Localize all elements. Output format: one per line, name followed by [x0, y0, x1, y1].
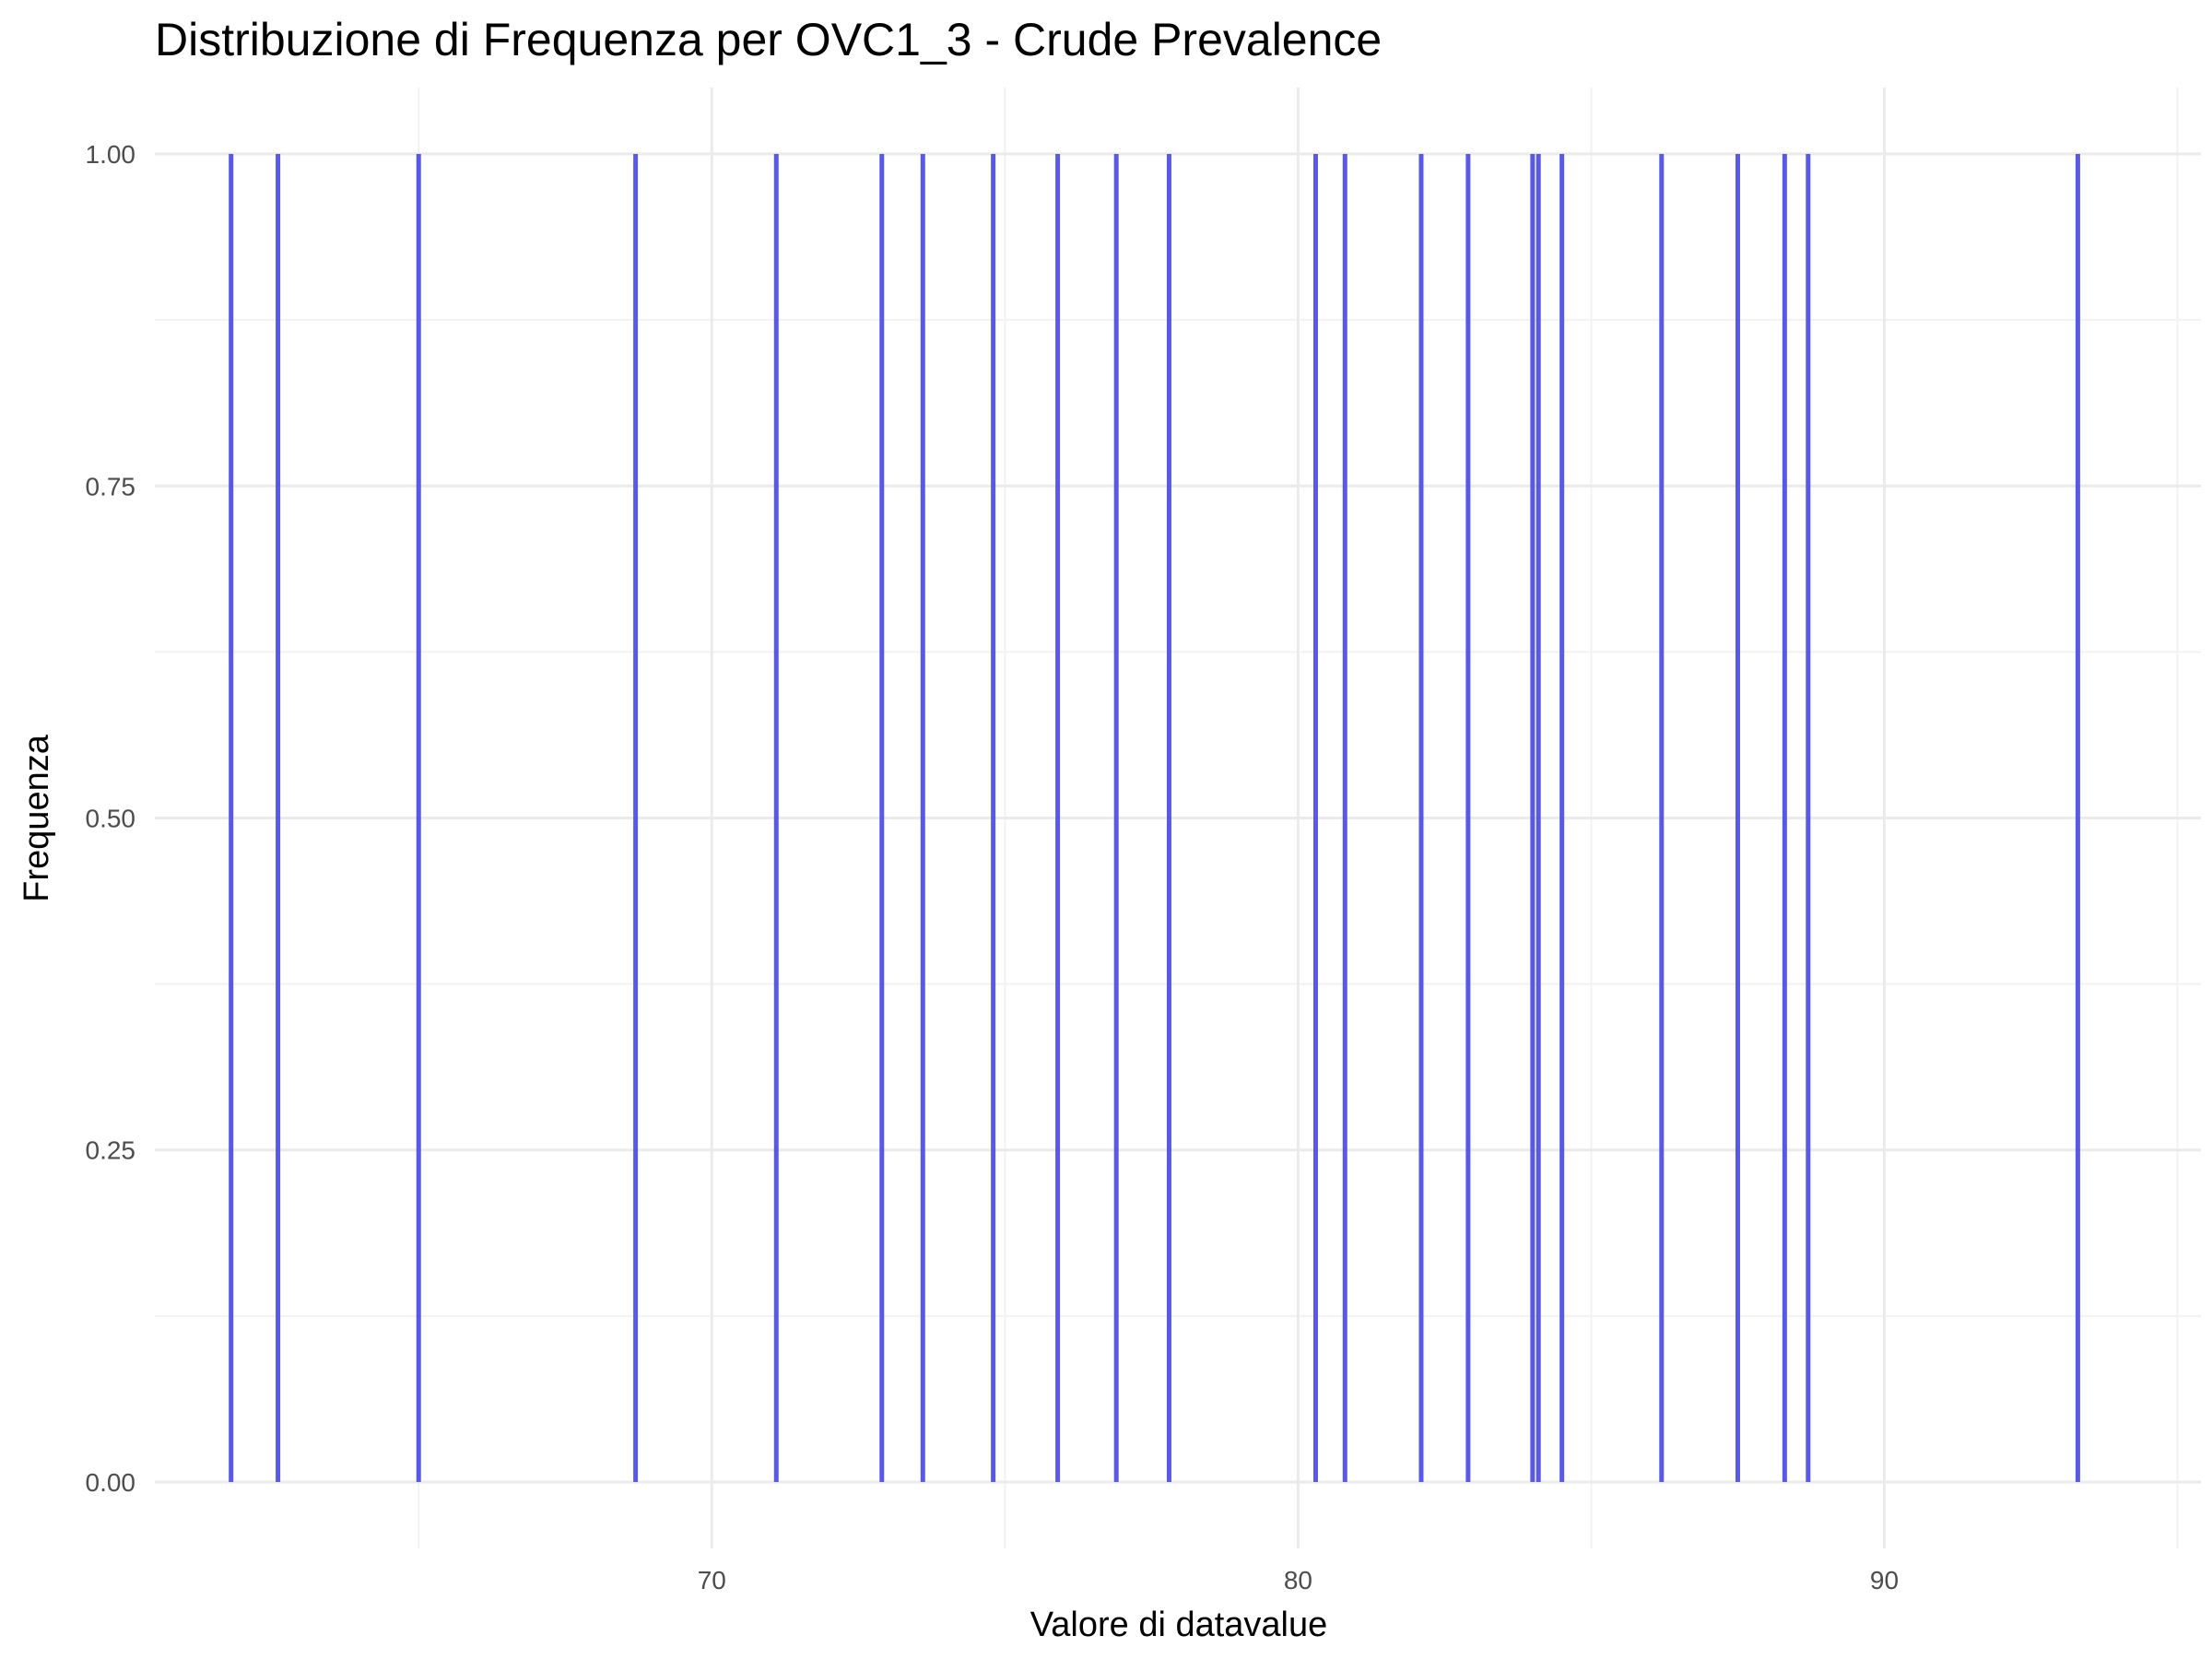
bar — [1806, 154, 1811, 1482]
y-tick-labels: 0.00 0.25 0.50 0.75 1.00 — [86, 140, 136, 1497]
bar — [1342, 154, 1347, 1482]
bar — [1166, 154, 1171, 1482]
x-tick-label: 90 — [1870, 1566, 1899, 1594]
bar — [1559, 154, 1565, 1482]
bar — [879, 154, 885, 1482]
bar — [416, 154, 421, 1482]
bar — [276, 154, 281, 1482]
bar — [229, 154, 234, 1482]
x-axis-title: Valore di datavalue — [1030, 1606, 1328, 1644]
bar — [1418, 154, 1424, 1482]
bar — [1659, 154, 1665, 1482]
bar — [1535, 154, 1541, 1482]
y-tick-label: 0.25 — [86, 1136, 136, 1165]
bar — [773, 154, 779, 1482]
y-tick-label: 1.00 — [86, 140, 136, 169]
y-tick-label: 0.00 — [86, 1468, 136, 1497]
bars-group — [229, 154, 2080, 1482]
bar — [1465, 154, 1471, 1482]
y-tick-label: 0.75 — [86, 472, 136, 500]
bar — [1113, 154, 1119, 1482]
bar — [1530, 154, 1535, 1482]
y-axis-title: Frequenza — [18, 734, 56, 902]
major-gridlines — [155, 88, 2201, 1548]
bar — [1735, 154, 1740, 1482]
bar — [1782, 154, 1787, 1482]
x-tick-label: 70 — [698, 1566, 726, 1594]
bar — [2075, 154, 2080, 1482]
x-tick-label: 80 — [1284, 1566, 1312, 1594]
y-tick-label: 0.50 — [86, 805, 136, 833]
x-tick-labels: 70 80 90 — [698, 1566, 1899, 1594]
bar — [1312, 154, 1318, 1482]
bar — [1055, 154, 1061, 1482]
chart-title: Distribuzione di Frequenza per OVC1_3 - … — [155, 14, 1382, 65]
bar — [991, 154, 996, 1482]
bar — [920, 154, 925, 1482]
bar — [633, 154, 639, 1482]
